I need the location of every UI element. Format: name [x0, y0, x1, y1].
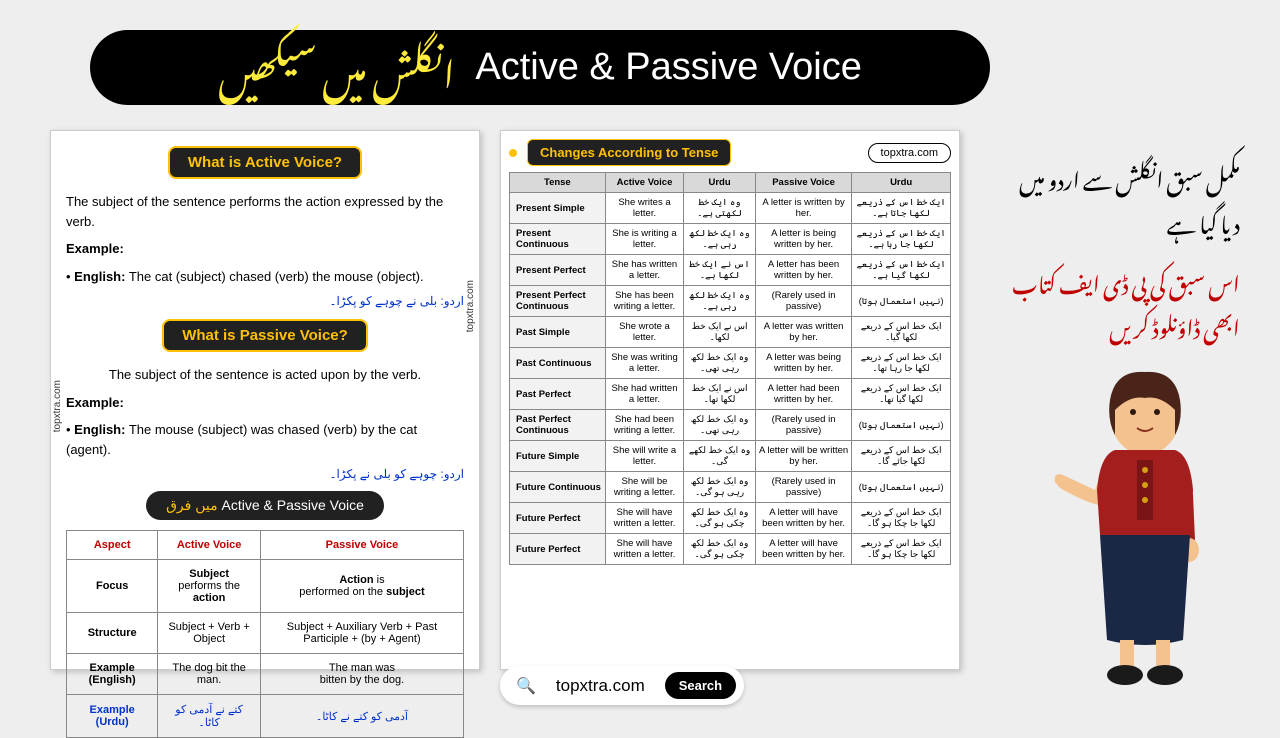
urdu-example-1: اردو: بلی نے چوہے کو پکڑا۔: [66, 294, 464, 308]
tense-title: Changes According to Tense: [527, 139, 731, 166]
tense-header: Changes According to Tense topxtra.com: [509, 139, 951, 166]
header-urdu: انگلش میں سیکھیں: [218, 20, 455, 115]
search-button[interactable]: Search: [665, 672, 736, 699]
active-voice-panel: What is Active Voice? The subject of the…: [50, 130, 480, 670]
desc-active: The subject of the sentence performs the…: [66, 192, 464, 231]
bullet-icon: [509, 149, 517, 157]
side-line-1: مکمل سبق انگلش سے اردو میں دیا گیا ہے: [1000, 155, 1240, 243]
tense-panel: Changes According to Tense topxtra.com T…: [500, 130, 960, 670]
example-2: • English: The mouse (subject) was chase…: [66, 420, 464, 459]
example-label-2: Example:: [66, 393, 464, 413]
watermark-1: topxtra.com: [465, 280, 476, 332]
title-passive: What is Passive Voice?: [162, 319, 368, 352]
site-badge: topxtra.com: [868, 143, 951, 163]
side-text: مکمل سبق انگلش سے اردو میں دیا گیا ہے اس…: [1000, 155, 1240, 347]
example-1: • English: The cat (subject) chased (ver…: [66, 267, 464, 287]
side-line-2: اس سبق کی پی ڈی ایف کتاب ابھی ڈاؤنلوڈ کر…: [1000, 259, 1240, 347]
teacher-character: [1045, 360, 1245, 690]
diff-label: میں فرق Active & Passive Voice: [146, 491, 384, 520]
example-label-1: Example:: [66, 239, 464, 259]
title-active: What is Active Voice?: [168, 146, 362, 179]
watermark-2: topxtra.com: [52, 380, 63, 432]
main-header: انگلش میں سیکھیں Active & Passive Voice: [90, 30, 990, 105]
header-english: Active & Passive Voice: [475, 46, 862, 89]
comparison-table: AspectActive VoicePassive Voice FocusSub…: [66, 530, 464, 738]
desc-passive: The subject of the sentence is acted upo…: [66, 365, 464, 385]
tense-table: TenseActive VoiceUrduPassive VoiceUrdu P…: [509, 172, 951, 565]
search-bar[interactable]: 🔍 topxtra.com Search: [500, 666, 744, 705]
search-input[interactable]: topxtra.com: [544, 676, 657, 696]
urdu-example-2: اردو: چوہے کو بلی نے پکڑا۔: [66, 467, 464, 481]
search-icon: 🔍: [516, 676, 536, 696]
